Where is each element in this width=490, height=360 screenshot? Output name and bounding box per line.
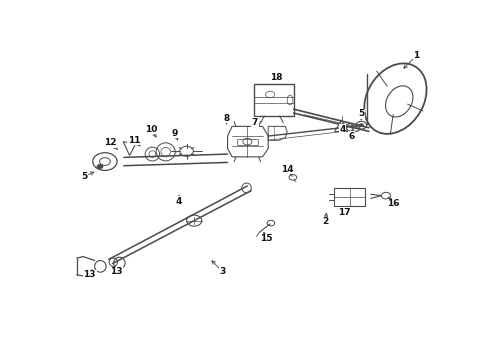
Text: 18: 18 — [270, 73, 282, 82]
Text: 7: 7 — [252, 118, 258, 127]
Text: 8: 8 — [223, 113, 230, 122]
Text: 9: 9 — [172, 129, 178, 138]
Text: 11: 11 — [128, 136, 141, 145]
Text: 16: 16 — [387, 199, 400, 208]
Text: 10: 10 — [145, 125, 157, 134]
Text: 17: 17 — [338, 208, 350, 217]
Text: 4: 4 — [176, 197, 182, 206]
Circle shape — [97, 164, 103, 169]
Text: 2: 2 — [322, 217, 328, 226]
Text: 12: 12 — [104, 139, 117, 148]
Circle shape — [359, 123, 364, 127]
Text: 1: 1 — [413, 51, 419, 60]
Text: 4: 4 — [339, 125, 345, 134]
Text: 13: 13 — [83, 270, 96, 279]
Text: 13: 13 — [110, 267, 122, 276]
Text: 15: 15 — [260, 234, 272, 243]
Text: 6: 6 — [348, 131, 355, 140]
Text: 3: 3 — [220, 267, 226, 276]
Text: 5: 5 — [358, 109, 365, 118]
Text: 14: 14 — [281, 165, 294, 174]
Text: 5: 5 — [81, 172, 87, 181]
